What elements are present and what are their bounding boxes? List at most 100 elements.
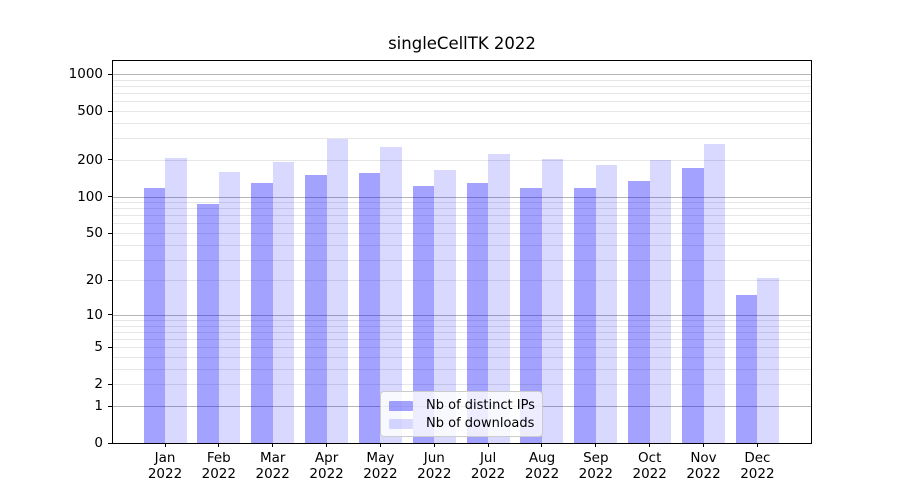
legend-swatch-downloads [389, 418, 413, 429]
gridline-minor [113, 280, 811, 282]
gridline-minor [113, 347, 811, 349]
y-tick-mark [108, 314, 112, 316]
gridline-minor [113, 339, 811, 341]
x-tick-year: 2022 [201, 466, 236, 482]
y-tick-label: 50 [85, 225, 103, 241]
gridline-minor [113, 233, 811, 234]
x-tick-mark [649, 443, 651, 447]
y-tick-label: 1000 [68, 66, 103, 82]
x-tick-label: Jul 2022 [443, 450, 533, 482]
x-tick-label: Jan 2022 [120, 450, 210, 482]
x-tick-year: 2022 [255, 466, 290, 482]
x-tick-month: Dec [744, 450, 771, 466]
x-tick-month: Sep [583, 450, 609, 466]
y-tick-label: 100 [77, 188, 103, 205]
gridline-minor [113, 85, 811, 87]
bar-distinct-ips-mar [251, 182, 273, 443]
gridline-minor [113, 93, 811, 94]
legend-swatch-distinct-ips [389, 400, 413, 411]
x-tick-label: May 2022 [335, 450, 425, 482]
x-tick-label: Feb 2022 [174, 450, 264, 482]
bar-downloads-mar [272, 161, 295, 443]
x-tick-label: Dec 2022 [712, 450, 802, 482]
legend-label: Nb of downloads [426, 416, 535, 431]
bar-distinct-ips-feb [197, 203, 219, 443]
x-tick-label: Nov 2022 [659, 450, 749, 482]
y-tick-mark [108, 442, 112, 444]
bar-downloads-sep [595, 164, 618, 443]
gridline-minor [113, 223, 811, 225]
plot-area [108, 60, 812, 447]
x-tick-mark [326, 443, 328, 447]
gridline-minor [113, 101, 811, 103]
x-tick-month: Jul [479, 450, 497, 466]
y-tick-label: 1 [94, 398, 103, 414]
bar-distinct-ips-dec [735, 294, 758, 443]
gridline-minor [113, 320, 811, 321]
y-tick-label: 20 [85, 272, 103, 289]
gridline-minor [113, 215, 811, 217]
y-tick-mark [108, 232, 112, 234]
chart-title: singleCellTK 2022 [388, 34, 536, 53]
bar-distinct-ips-jan [143, 188, 165, 443]
legend-item-distinct-ips: Nb of distinct IPs [389, 397, 535, 414]
gridline-minor [113, 202, 811, 204]
bar-distinct-ips-nov [682, 168, 704, 443]
bar-downloads-jun [434, 170, 456, 443]
x-tick-label: Apr 2022 [282, 450, 372, 482]
y-tick-mark [108, 405, 112, 407]
y-tick-label: 500 [77, 103, 103, 119]
y-tick-mark [108, 110, 112, 112]
x-tick-year: 2022 [524, 466, 560, 482]
y-tick-mark [108, 196, 112, 197]
x-tick-year: 2022 [578, 466, 613, 482]
x-tick-year: 2022 [309, 466, 344, 482]
bar-distinct-ips-apr [305, 175, 327, 443]
x-tick-month: Apr [314, 450, 339, 466]
y-tick-label: 5 [94, 339, 103, 356]
x-tick-mark [272, 443, 274, 447]
x-tick-mark [433, 443, 435, 447]
gridline-minor [113, 369, 811, 370]
y-tick-mark [108, 159, 112, 161]
y-tick-label: 2 [94, 376, 103, 393]
x-tick-label: Jun 2022 [389, 450, 479, 482]
legend-label: Nb of distinct IPs [426, 398, 535, 413]
legend-item-downloads: Nb of downloads [389, 415, 534, 432]
y-tick-mark [108, 346, 112, 348]
gridline-major [113, 314, 811, 316]
gridline-minor [113, 79, 811, 81]
x-tick-month: May [366, 450, 395, 466]
x-tick-month: Jan [154, 450, 176, 466]
x-tick-mark [164, 443, 166, 447]
x-tick-year: 2022 [740, 466, 775, 482]
y-tick-mark [108, 73, 112, 75]
x-tick-month: Jun [423, 450, 445, 466]
gridline-minor [113, 244, 811, 246]
legend-rows: Nb of distinct IPs Nb of downloads [389, 397, 535, 432]
y-tick-label: 10 [85, 306, 103, 323]
bar-distinct-ips-jul [466, 183, 489, 443]
gridline-minor [113, 325, 811, 327]
y-tick-label: 200 [77, 151, 103, 168]
y-tick-label: 0 [94, 435, 103, 451]
x-tick-mark [756, 443, 758, 447]
gridline-major [113, 74, 811, 75]
bar-downloads-feb [218, 171, 241, 443]
bar-distinct-ips-jun [412, 186, 435, 443]
x-tick-month: Mar [259, 450, 286, 466]
x-tick-label: Oct 2022 [605, 450, 695, 482]
x-tick-label: Sep 2022 [551, 450, 641, 482]
bar-downloads-oct [649, 159, 672, 443]
bar-downloads-apr [326, 138, 349, 443]
gridline-minor [113, 159, 811, 161]
gridline-minor [113, 208, 811, 210]
x-tick-month: Aug [528, 450, 556, 466]
x-tick-year: 2022 [686, 466, 721, 482]
gridline-minor [113, 122, 811, 124]
x-tick-month: Feb [206, 450, 231, 466]
x-tick-year: 2022 [417, 466, 452, 482]
x-tick-year: 2022 [363, 466, 398, 482]
gridline-minor [113, 357, 811, 358]
